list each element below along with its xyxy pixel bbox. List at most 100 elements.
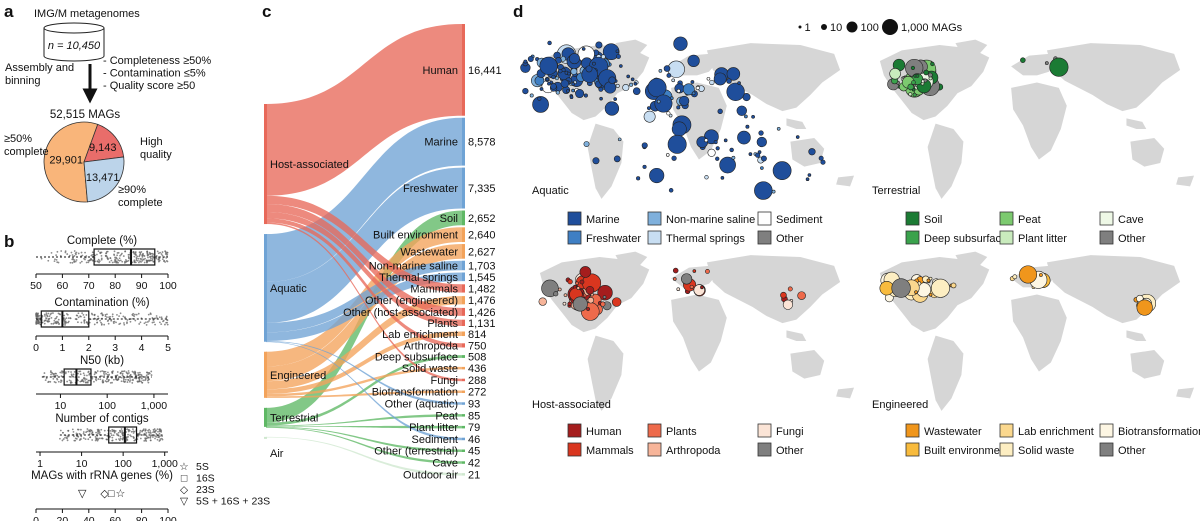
jitter-point [165, 251, 167, 254]
jitter-point [145, 324, 148, 326]
jitter-point [59, 437, 61, 440]
jitter-point [155, 435, 158, 438]
jitter-point [156, 438, 159, 441]
jitter-point [57, 312, 60, 315]
sankey-target-value: 79 [468, 422, 480, 434]
sample-site-dot [569, 95, 574, 100]
sample-site-dot [820, 159, 826, 165]
jitter-point [139, 321, 142, 324]
sample-site-dot [553, 291, 559, 297]
process-step-label: binning [5, 75, 40, 87]
jitter-point [147, 431, 150, 434]
sankey-target-label: Wastewater [400, 246, 458, 258]
jitter-point [152, 260, 155, 263]
jitter-point [50, 322, 53, 325]
jitter-point [47, 312, 50, 315]
jitter-point [91, 377, 94, 380]
jitter-point [59, 254, 62, 257]
sample-site-dot [532, 96, 549, 113]
sample-site-dot [910, 65, 916, 71]
jitter-point [85, 261, 88, 264]
jitter-point [165, 256, 168, 259]
sample-site-dot [679, 95, 690, 107]
sample-site-dot [592, 61, 596, 66]
jitter-point [158, 316, 161, 319]
sample-site-dot [583, 93, 588, 98]
legend-swatch [567, 211, 582, 226]
sample-site-dot [1044, 61, 1049, 66]
sample-site-dot [715, 146, 720, 151]
legend-symbol: □ [181, 473, 188, 485]
sample-site-dot [797, 291, 806, 300]
jitter-point [139, 437, 142, 440]
jitter-point [76, 321, 79, 324]
jitter-point [131, 313, 134, 316]
jitter-point [91, 259, 94, 262]
jitter-point [134, 319, 137, 322]
tick-label: 80 [136, 515, 148, 521]
jitter-point [45, 313, 48, 316]
sample-site-dot [643, 110, 656, 123]
subplot-title: Number of contigs [55, 413, 149, 425]
sample-site-dot [908, 92, 913, 97]
jitter-point [106, 373, 109, 376]
pie-category-label: High [140, 136, 163, 148]
sankey-source-label: Air [270, 448, 284, 460]
sample-site-dot [926, 278, 931, 283]
jitter-point [82, 372, 85, 375]
jitter-point [74, 260, 77, 263]
jitter-point [138, 432, 141, 435]
legend-symbol: ☆ [179, 461, 189, 473]
jitter-point [138, 371, 141, 374]
jitter-point [115, 321, 117, 324]
jitter-point [159, 430, 162, 433]
jitter-point [94, 439, 97, 442]
legend-label: Lab enrichment [1018, 426, 1094, 438]
sample-site-dot [704, 175, 709, 180]
jitter-point [69, 261, 72, 264]
sample-site-dot [914, 290, 918, 294]
jitter-point [93, 323, 96, 326]
jitter-point [140, 374, 143, 377]
total-mags: 52,515 MAGs [50, 109, 121, 121]
sample-site-dot [622, 83, 630, 92]
sample-site-dot [707, 148, 716, 157]
jitter-point [82, 313, 85, 316]
jitter-point [140, 377, 143, 380]
jitter-point [56, 261, 59, 264]
sankey-target-label: Other (terrestrial) [374, 446, 458, 458]
jitter-point [158, 432, 161, 435]
jitter-point [109, 432, 112, 435]
sankey-target-label: Lab enrichment [382, 329, 458, 341]
sample-site-dot [581, 47, 586, 51]
jitter-point [123, 323, 126, 326]
jitter-point [113, 430, 115, 432]
jitter-point [149, 432, 152, 434]
sample-site-dot [555, 76, 559, 81]
jitter-point [145, 432, 148, 434]
sample-count: n = 10,450 [48, 40, 101, 52]
jitter-point [78, 432, 81, 435]
sankey-source-label: Terrestrial [270, 412, 318, 424]
sample-site-dot [529, 93, 534, 98]
database-cylinder [43, 28, 105, 62]
jitter-point [96, 260, 99, 263]
tick-label: 1 [37, 458, 43, 470]
jitter-point [153, 321, 155, 323]
jitter-point [145, 440, 148, 442]
sample-site-dot [950, 282, 957, 289]
jitter-point [94, 436, 97, 438]
jitter-point [127, 253, 130, 256]
jitter-point [100, 428, 103, 431]
jitter-point [86, 428, 89, 430]
jitter-point [143, 439, 146, 442]
jitter-point [119, 435, 122, 438]
sankey-flow [266, 117, 462, 282]
jitter-point [82, 380, 85, 383]
jitter-point [119, 312, 122, 315]
jitter-point [119, 322, 122, 325]
sankey-target-bar [462, 461, 465, 464]
jitter-point [83, 316, 86, 319]
jitter-point [125, 259, 127, 261]
jitter-point [75, 438, 78, 440]
